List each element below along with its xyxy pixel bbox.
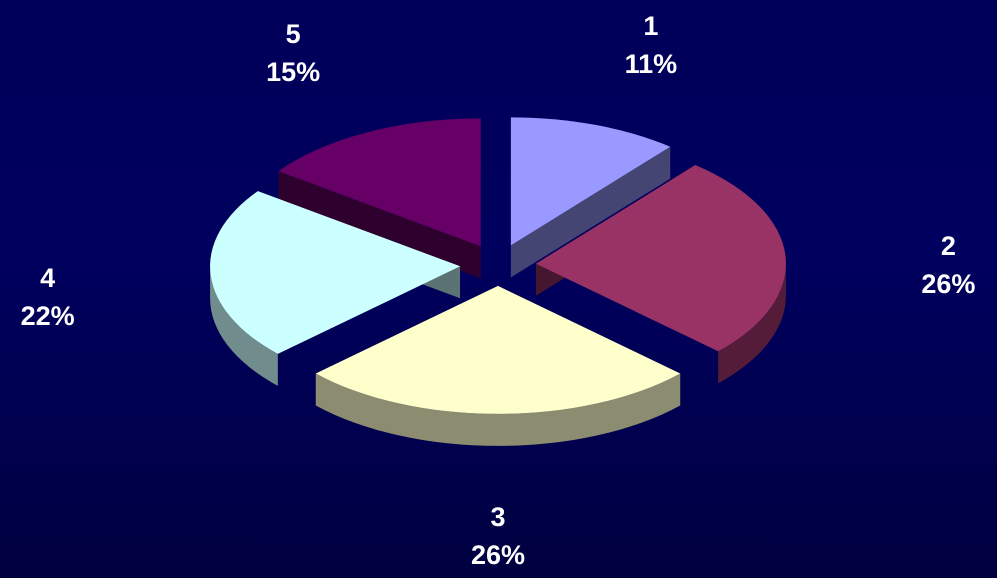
slice-percent: 26% [470,540,526,571]
slice-wall [510,146,671,278]
slice-label-4: 4 22% [21,259,75,335]
slice-category: 2 [940,230,956,261]
slice-category: 3 [490,502,506,533]
slice-rim [210,266,278,386]
slice-category: 1 [643,11,659,41]
pie-slice-5 [278,118,481,279]
pie-slice-4 [210,191,461,386]
slice-top [278,118,481,247]
slice-top [315,285,681,414]
slice-rim [315,373,681,446]
slice-percent: 22% [20,301,75,332]
slice-label-5: 5 15% [266,15,320,91]
slice-top [535,165,786,352]
slice-rim [718,263,786,384]
pie-slice-1 [510,117,671,278]
slice-top [510,117,671,246]
slice-label-2: 2 26% [921,227,975,303]
pie-slice-3 [315,285,681,446]
slice-percent: 11% [624,49,678,79]
slice-label-1: 1 11% [625,7,678,83]
slice-percent: 15% [266,57,321,88]
pie-slice-2 [535,165,786,384]
slice-label-3: 3 26% [471,498,525,574]
slice-category: 4 [40,263,56,294]
slice-category: 5 [285,19,301,50]
slice-top [210,191,461,354]
slice-wall [278,171,481,279]
slice-percent: 26% [921,268,976,299]
